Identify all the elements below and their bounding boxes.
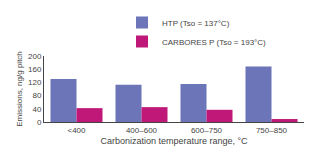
svg-text:120: 120: [28, 78, 42, 87]
svg-text:40: 40: [32, 105, 41, 114]
svg-text:<400: <400: [67, 126, 86, 135]
svg-text:Carbonization temperature rang: Carbonization temperature range, °C: [100, 136, 248, 146]
svg-text:0: 0: [37, 118, 42, 127]
svg-text:160: 160: [28, 65, 42, 74]
svg-text:400–600: 400–600: [126, 126, 158, 135]
svg-text:750–850: 750–850: [256, 126, 288, 135]
svg-text:200: 200: [28, 52, 42, 61]
svg-text:600–750: 600–750: [191, 126, 223, 135]
svg-text:80: 80: [32, 91, 41, 100]
svg-text:CARBORES P (Tso = 193°C): CARBORES P (Tso = 193°C): [162, 38, 266, 47]
svg-text:Emissions, ng/g pitch: Emissions, ng/g pitch: [15, 51, 24, 127]
svg-text:HTP (Tso = 137°C): HTP (Tso = 137°C): [162, 19, 230, 28]
